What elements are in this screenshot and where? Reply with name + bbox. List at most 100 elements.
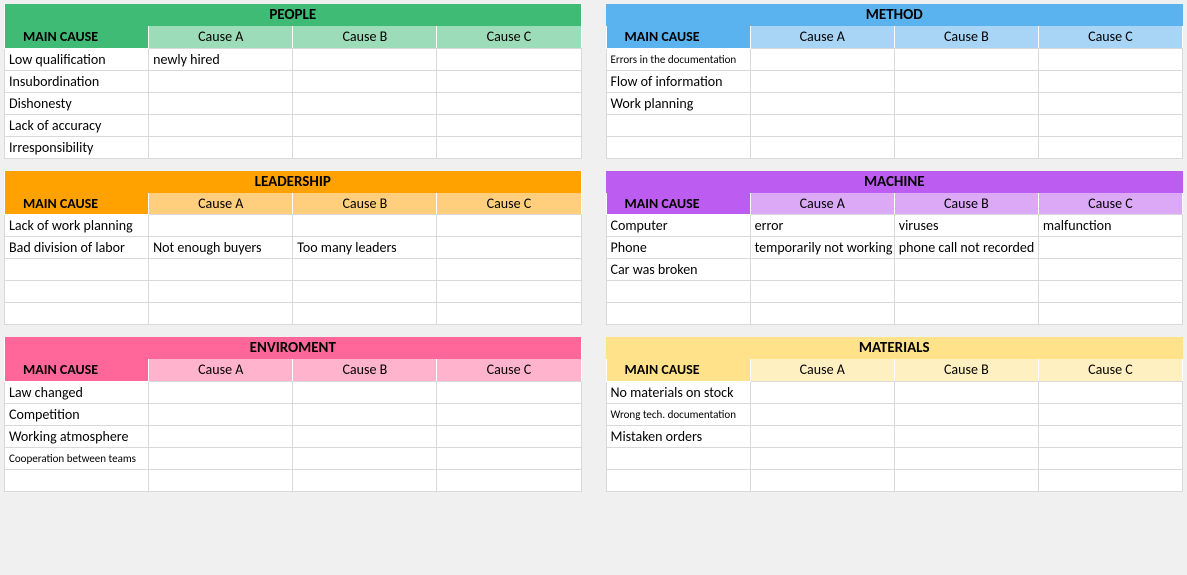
sub-cause-cell[interactable] [293, 303, 437, 325]
sub-cause-cell[interactable] [1038, 447, 1182, 469]
sub-cause-cell[interactable] [293, 259, 437, 281]
sub-cause-cell[interactable] [750, 259, 894, 281]
sub-cause-cell[interactable] [437, 215, 581, 237]
sub-cause-cell[interactable] [437, 425, 581, 447]
sub-cause-cell[interactable] [1038, 425, 1182, 447]
sub-cause-cell[interactable] [894, 259, 1038, 281]
sub-cause-cell[interactable] [293, 469, 437, 491]
sub-cause-cell[interactable] [149, 303, 293, 325]
sub-cause-cell[interactable]: phone call not recorded [894, 237, 1038, 259]
sub-cause-cell[interactable] [437, 259, 581, 281]
main-cause-cell[interactable]: Dishonesty [5, 92, 149, 114]
sub-cause-cell[interactable] [750, 303, 894, 325]
sub-cause-cell[interactable] [293, 92, 437, 114]
sub-cause-cell[interactable] [750, 48, 894, 70]
sub-cause-cell[interactable] [293, 70, 437, 92]
sub-cause-cell[interactable] [1038, 92, 1182, 114]
sub-cause-cell[interactable] [894, 92, 1038, 114]
sub-cause-cell[interactable] [750, 114, 894, 136]
sub-cause-cell[interactable] [437, 136, 581, 158]
sub-cause-cell[interactable] [894, 114, 1038, 136]
sub-cause-cell[interactable] [1038, 237, 1182, 259]
sub-cause-cell[interactable] [293, 48, 437, 70]
sub-cause-cell[interactable] [149, 469, 293, 491]
main-cause-cell[interactable] [606, 447, 750, 469]
main-cause-cell[interactable]: Insubordination [5, 70, 149, 92]
main-cause-cell[interactable]: Bad division of labor [5, 237, 149, 259]
sub-cause-cell[interactable] [894, 281, 1038, 303]
sub-cause-cell[interactable] [894, 403, 1038, 425]
main-cause-cell[interactable]: Errors in the documentation [606, 48, 750, 70]
main-cause-cell[interactable]: Working atmosphere [5, 425, 149, 447]
sub-cause-cell[interactable] [149, 259, 293, 281]
sub-cause-cell[interactable] [894, 469, 1038, 491]
sub-cause-cell[interactable] [437, 303, 581, 325]
sub-cause-cell[interactable] [149, 381, 293, 403]
sub-cause-cell[interactable]: error [750, 215, 894, 237]
sub-cause-cell[interactable] [1038, 70, 1182, 92]
sub-cause-cell[interactable] [750, 469, 894, 491]
sub-cause-cell[interactable] [149, 70, 293, 92]
sub-cause-cell[interactable] [437, 403, 581, 425]
sub-cause-cell[interactable] [894, 381, 1038, 403]
main-cause-cell[interactable]: Law changed [5, 381, 149, 403]
main-cause-cell[interactable] [606, 136, 750, 158]
main-cause-cell[interactable]: Cooperation between teams [5, 447, 149, 469]
sub-cause-cell[interactable] [1038, 469, 1182, 491]
main-cause-cell[interactable]: Work planning [606, 92, 750, 114]
sub-cause-cell[interactable] [750, 381, 894, 403]
sub-cause-cell[interactable] [894, 425, 1038, 447]
main-cause-cell[interactable] [5, 469, 149, 491]
sub-cause-cell[interactable] [437, 92, 581, 114]
sub-cause-cell[interactable] [293, 281, 437, 303]
sub-cause-cell[interactable] [437, 70, 581, 92]
sub-cause-cell[interactable] [750, 425, 894, 447]
sub-cause-cell[interactable] [750, 447, 894, 469]
sub-cause-cell[interactable] [1038, 114, 1182, 136]
main-cause-cell[interactable]: No materials on stock [606, 381, 750, 403]
sub-cause-cell[interactable] [149, 215, 293, 237]
main-cause-cell[interactable]: Car was broken [606, 259, 750, 281]
sub-cause-cell[interactable] [894, 136, 1038, 158]
sub-cause-cell[interactable] [149, 92, 293, 114]
sub-cause-cell[interactable] [293, 425, 437, 447]
sub-cause-cell[interactable] [293, 136, 437, 158]
main-cause-cell[interactable] [5, 259, 149, 281]
sub-cause-cell[interactable] [437, 447, 581, 469]
sub-cause-cell[interactable] [437, 114, 581, 136]
sub-cause-cell[interactable] [149, 403, 293, 425]
sub-cause-cell[interactable] [293, 381, 437, 403]
sub-cause-cell[interactable]: malfunction [1038, 215, 1182, 237]
main-cause-cell[interactable]: Lack of work planning [5, 215, 149, 237]
main-cause-cell[interactable]: Mistaken orders [606, 425, 750, 447]
main-cause-cell[interactable] [5, 281, 149, 303]
sub-cause-cell[interactable] [894, 303, 1038, 325]
main-cause-cell[interactable]: Irresponsibility [5, 136, 149, 158]
main-cause-cell[interactable] [606, 281, 750, 303]
main-cause-cell[interactable]: Wrong tech. documentation [606, 403, 750, 425]
sub-cause-cell[interactable] [1038, 136, 1182, 158]
sub-cause-cell[interactable] [750, 281, 894, 303]
sub-cause-cell[interactable] [437, 48, 581, 70]
sub-cause-cell[interactable]: temporarily not working [750, 237, 894, 259]
sub-cause-cell[interactable] [1038, 48, 1182, 70]
sub-cause-cell[interactable] [750, 92, 894, 114]
sub-cause-cell[interactable] [149, 114, 293, 136]
sub-cause-cell[interactable] [437, 237, 581, 259]
main-cause-cell[interactable]: Lack of accuracy [5, 114, 149, 136]
sub-cause-cell[interactable] [437, 281, 581, 303]
main-cause-cell[interactable]: Competition [5, 403, 149, 425]
sub-cause-cell[interactable] [149, 281, 293, 303]
sub-cause-cell[interactable] [894, 48, 1038, 70]
sub-cause-cell[interactable]: viruses [894, 215, 1038, 237]
sub-cause-cell[interactable] [1038, 281, 1182, 303]
sub-cause-cell[interactable] [293, 215, 437, 237]
sub-cause-cell[interactable]: Not enough buyers [149, 237, 293, 259]
sub-cause-cell[interactable] [149, 447, 293, 469]
sub-cause-cell[interactable] [149, 136, 293, 158]
sub-cause-cell[interactable] [293, 447, 437, 469]
main-cause-cell[interactable]: Low qualification [5, 48, 149, 70]
sub-cause-cell[interactable]: newly hired [149, 48, 293, 70]
main-cause-cell[interactable] [606, 469, 750, 491]
sub-cause-cell[interactable] [750, 136, 894, 158]
